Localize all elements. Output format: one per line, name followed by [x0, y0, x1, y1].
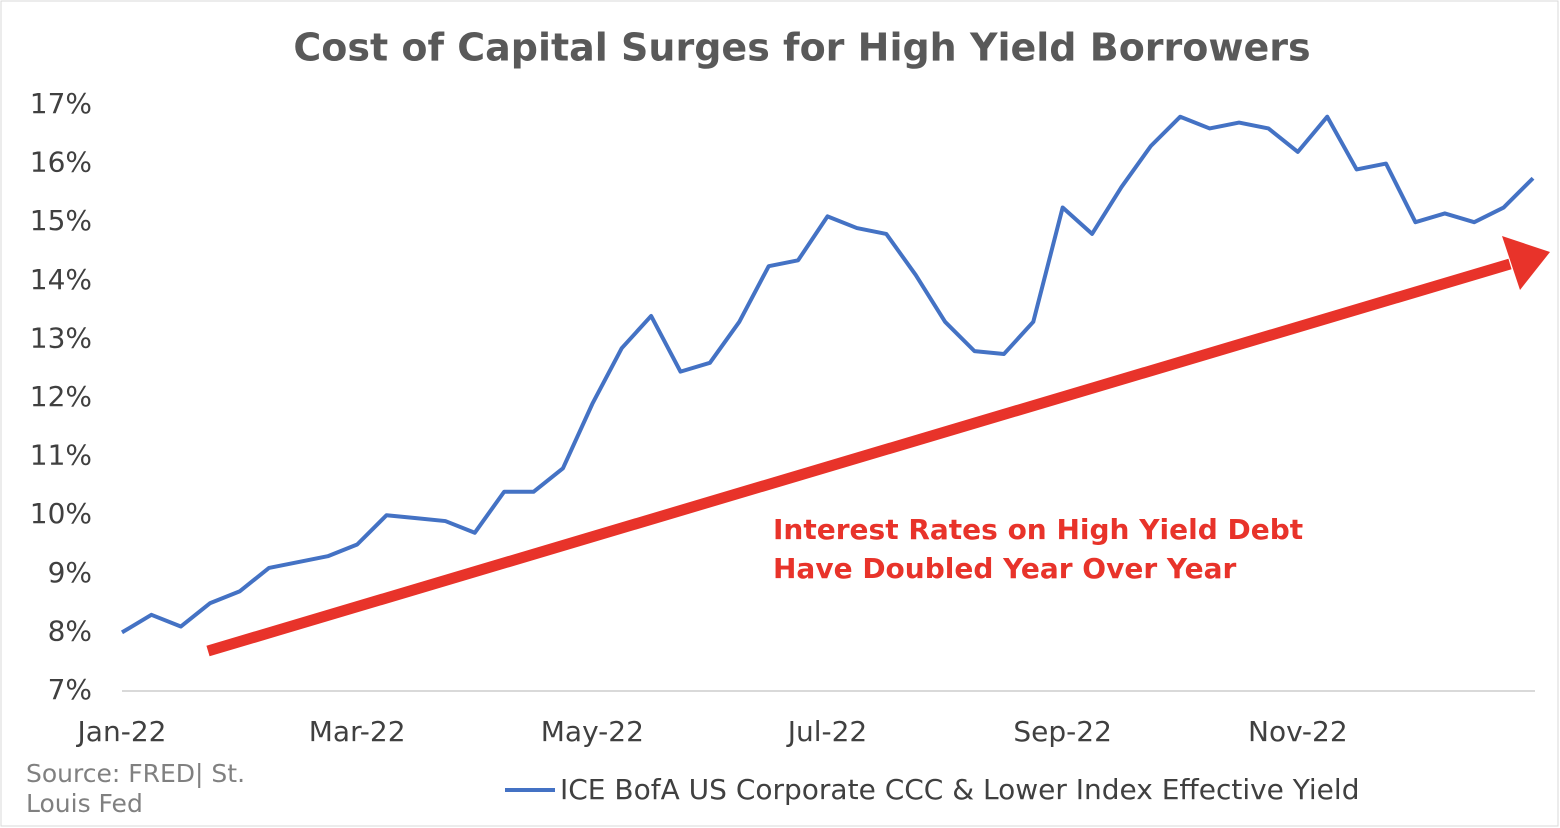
x-tick-label: Mar-22 — [309, 715, 406, 748]
y-tick-label: 14% — [30, 263, 92, 296]
legend-label: ICE BofA US Corporate CCC & Lower Index … — [560, 773, 1359, 806]
x-tick-label: Jan-22 — [76, 715, 167, 748]
y-tick-label: 11% — [30, 439, 92, 472]
y-tick-label: 8% — [48, 614, 92, 647]
y-tick-label: 13% — [30, 321, 92, 354]
x-tick-label: Nov-22 — [1248, 715, 1348, 748]
y-tick-label: 16% — [30, 146, 92, 179]
y-tick-label: 10% — [30, 497, 92, 530]
arrow-shaft — [206, 258, 1512, 657]
annotation: Have Doubled Year Over Year — [773, 552, 1236, 585]
y-tick-label: 7% — [48, 673, 92, 706]
line — [120, 114, 1535, 635]
x-tick-label: Sep-22 — [1013, 715, 1112, 748]
arrow-head — [1502, 236, 1550, 290]
plot: 7% 8% 9% 10% 11% 12% 13% 14% 15% 16% 17% Jan-22 Mar-… — [30, 87, 1535, 748]
x-tick-label: Jul-22 — [786, 715, 868, 748]
y-tick-label: 9% — [48, 556, 92, 589]
chart-title: Cost of Capital Surges for High Yield Bo… — [293, 26, 1310, 70]
source: Louis Fed — [26, 789, 143, 818]
x-tick-label: May-22 — [541, 715, 644, 748]
y-tick-label: 12% — [30, 380, 92, 413]
source: Source: FRED| St. — [26, 759, 245, 788]
y-tick-label: 17% — [30, 87, 92, 120]
annotation: Interest Rates on High Yield Debt — [773, 513, 1303, 546]
y-tick-label: 15% — [30, 204, 92, 237]
